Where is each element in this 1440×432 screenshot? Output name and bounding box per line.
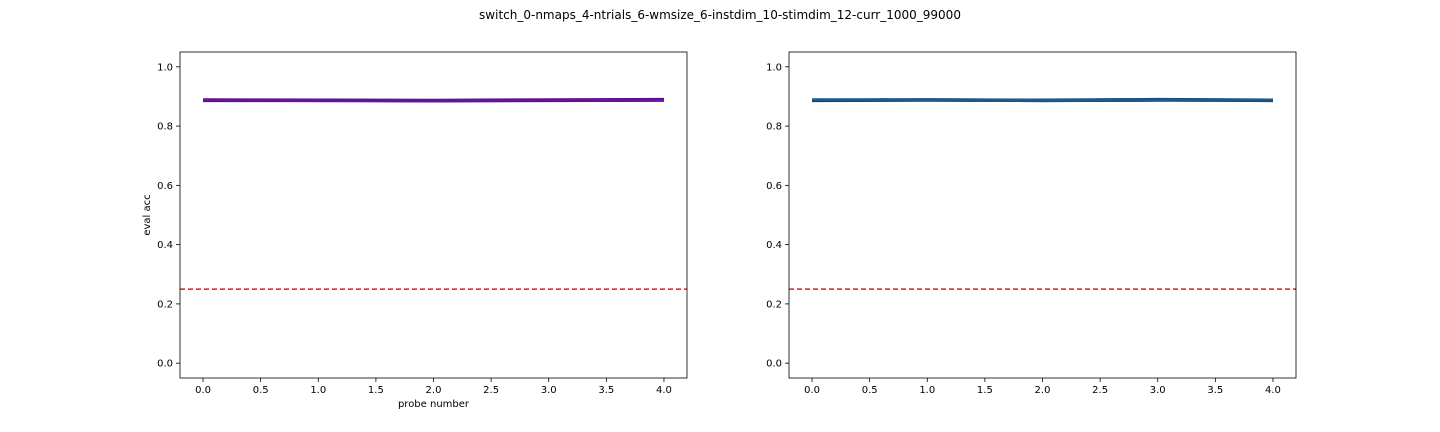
y-tick-label: 0.8 (157, 122, 173, 133)
y-tick-label: 1.0 (157, 62, 173, 73)
y-axis-label: eval acc (142, 194, 153, 235)
x-tick-label: 0.5 (253, 385, 269, 396)
y-tick-label: 0.4 (157, 240, 173, 251)
left-axes: 0.0 0.5 1.0 1.5 2.0 2.5 3.0 3.5 4.0 0.0 0.2 0.4 0.6 0… (142, 51, 688, 410)
x-tick-label: 0.5 (862, 385, 878, 396)
y-tick-label: 0.2 (157, 299, 173, 310)
x-tick-label: 1.0 (310, 385, 326, 396)
x-tick-label: 1.0 (919, 385, 935, 396)
y-tick-label: 0.0 (766, 359, 782, 370)
x-tick-label: 4.0 (656, 385, 672, 396)
figure-suptitle: switch_0-nmaps_4-ntrials_6-wmsize_6-inst… (479, 8, 961, 22)
x-axis-label: probe number (398, 399, 470, 410)
x-tick-label: 0.0 (804, 385, 820, 396)
y-tick-label: 0.4 (766, 240, 782, 251)
right-axes: 0.0 0.5 1.0 1.5 2.0 2.5 3.0 3.5 4.0 0.0 0.2 0.4 0.6 0… (766, 51, 1297, 396)
series-line-4 (203, 98, 664, 103)
x-tick-label: 2.5 (483, 385, 499, 396)
x-tick-label: 3.0 (1150, 385, 1166, 396)
x-tick-label: 0.0 (195, 385, 211, 396)
x-tick-label: 2.0 (1035, 385, 1051, 396)
y-tick-label: 0.8 (766, 122, 782, 133)
y-tick-label: 1.0 (766, 62, 782, 73)
y-tick-label: 0.6 (157, 181, 173, 192)
y-tick-label: 0.6 (766, 181, 782, 192)
x-tick-label: 3.5 (1207, 385, 1223, 396)
x-tick-label: 4.0 (1265, 385, 1281, 396)
series-line-4 (812, 98, 1273, 102)
x-tick-label: 3.5 (598, 385, 614, 396)
y-tick-label: 0.0 (157, 359, 173, 370)
y-tick-label: 0.2 (766, 299, 782, 310)
x-tick-label: 1.5 (977, 385, 993, 396)
x-tick-label: 1.5 (368, 385, 384, 396)
x-tick-label: 2.5 (1092, 385, 1108, 396)
x-tick-label: 3.0 (541, 385, 557, 396)
x-tick-label: 2.0 (426, 385, 442, 396)
